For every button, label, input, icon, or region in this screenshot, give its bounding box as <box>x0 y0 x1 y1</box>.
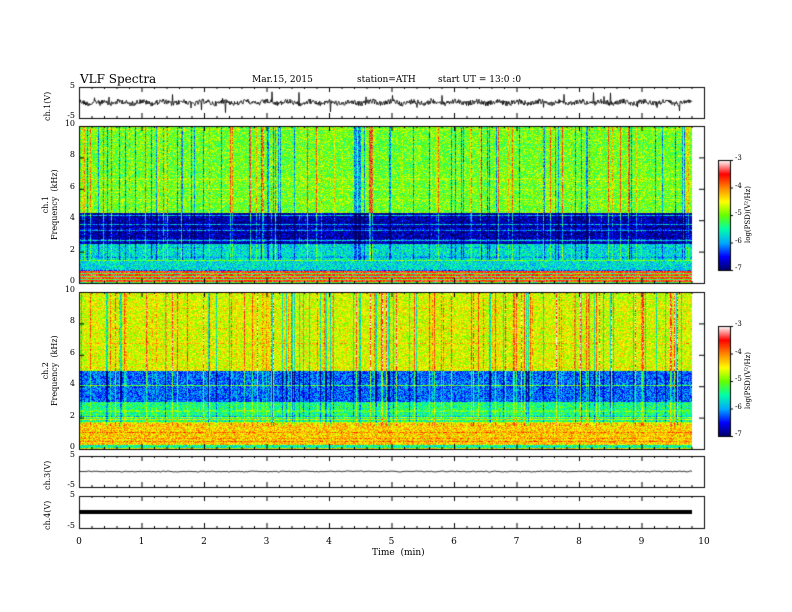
colorbar-tick-label: -6 <box>735 236 742 245</box>
xtick-label: 4 <box>326 537 332 547</box>
colorbar-tick-label: -3 <box>735 320 742 328</box>
start-time-label: start UT = 13:0 :0 <box>438 75 522 85</box>
xtick-label: 1 <box>138 537 145 547</box>
colorbar-tick-label: -5 <box>735 209 742 217</box>
xtick-label: 3 <box>263 537 270 547</box>
ytick-label: 6 <box>69 347 75 357</box>
ytick-label: -5 <box>67 480 75 489</box>
colorbar-tick-label: -7 <box>735 264 742 272</box>
y-axis-label: ch.1 Frequency (kHz) <box>41 168 59 240</box>
ytick-label: 5 <box>69 450 75 459</box>
ytick-label: 10 <box>64 119 75 128</box>
date-label: Mar.15, 2015 <box>252 75 313 85</box>
x-axis-label: Time (min) <box>372 548 425 558</box>
ytick-label: 10 <box>64 285 75 294</box>
colorbar-label: log(PSD)(V²/Hz) <box>744 352 752 409</box>
xtick-label: 6 <box>451 537 457 547</box>
ytick-label: -5 <box>67 111 75 120</box>
y-axis-label: ch.3(V) <box>43 460 52 490</box>
colorbar-tick-label: -7 <box>735 430 742 438</box>
colorbar-tick-label: -4 <box>735 181 742 190</box>
ytick-label: 8 <box>69 316 75 326</box>
colorbar-tick-label: -3 <box>735 154 742 162</box>
ytick-label: 0 <box>69 442 75 451</box>
y-axis-label: ch.4(V) <box>43 500 52 530</box>
xtick-label: 5 <box>388 537 395 547</box>
y-axis-label: ch.2 Frequency (kHz) <box>41 334 59 406</box>
station-label: station=ATH <box>357 75 416 85</box>
colorbar-tick-label: -6 <box>735 402 742 411</box>
ytick-label: 2 <box>69 410 75 420</box>
ytick-label: -5 <box>67 521 75 530</box>
ytick-label: 5 <box>69 81 75 90</box>
xtick-label: 8 <box>576 537 582 547</box>
ytick-label: 0 <box>69 276 75 285</box>
colorbar-tick-label: -4 <box>735 347 742 356</box>
ytick-label: 4 <box>69 213 75 223</box>
figure-title: VLF Spectra <box>80 72 157 86</box>
ytick-label: 5 <box>69 490 75 499</box>
ytick-label: 6 <box>69 181 75 191</box>
xtick-label: 0 <box>76 537 82 547</box>
xtick-label: 9 <box>638 537 645 547</box>
xtick-label: 7 <box>513 537 520 547</box>
y-axis-label: ch.1(V) <box>43 91 52 121</box>
ytick-label: 2 <box>69 244 75 254</box>
colorbar-label: log(PSD)(V²/Hz) <box>744 186 752 243</box>
xtick-label: 2 <box>201 537 207 547</box>
ytick-label: 4 <box>69 379 75 389</box>
xtick-label: 10 <box>698 537 710 547</box>
ytick-label: 8 <box>69 150 75 160</box>
colorbar-tick-label: -5 <box>735 375 742 383</box>
